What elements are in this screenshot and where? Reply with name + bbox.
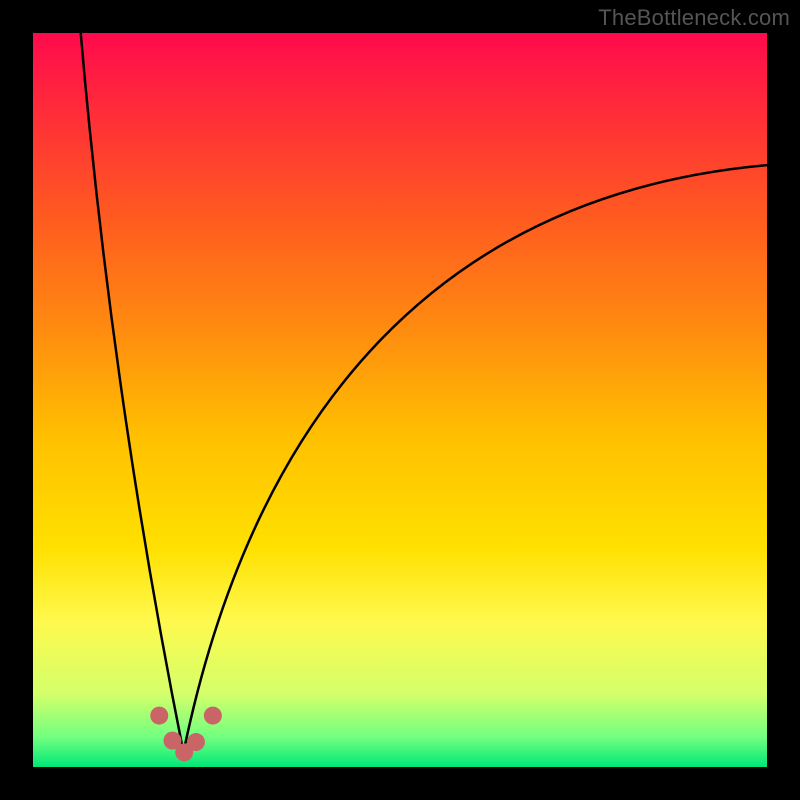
dip-marker (204, 707, 222, 725)
bottleneck-curve-chart (0, 0, 800, 800)
plot-area (33, 33, 767, 767)
figure-container: TheBottleneck.com (0, 0, 800, 800)
watermark-text: TheBottleneck.com (598, 5, 790, 31)
dip-marker (187, 733, 205, 751)
dip-marker (150, 707, 168, 725)
